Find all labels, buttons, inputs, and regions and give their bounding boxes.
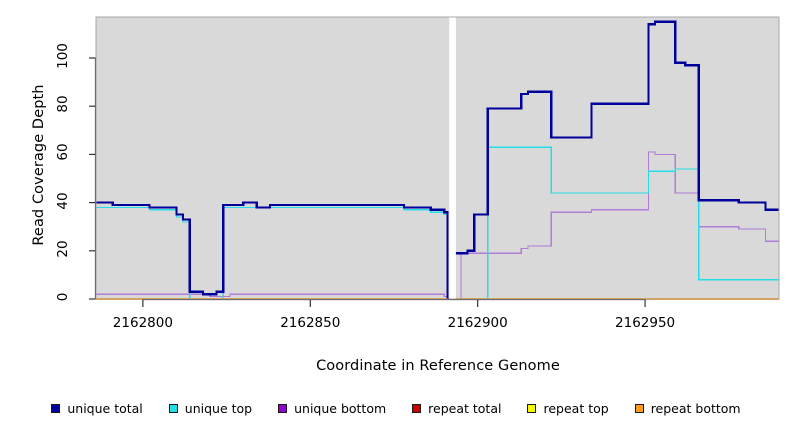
legend-entry-repeat-top[interactable]: repeat top — [527, 400, 609, 416]
legend-label: repeat top — [543, 400, 609, 416]
x-tick-label: 2162800 — [112, 315, 173, 331]
legend-entry-unique-top[interactable]: unique top — [168, 400, 253, 416]
legend-entry-repeat-total[interactable]: repeat total — [412, 401, 501, 416]
plot-background — [96, 17, 779, 299]
legend-entry-unique-bottom[interactable]: unique bottom — [278, 401, 386, 416]
legend-label: repeat bottom — [650, 400, 741, 416]
x-tick-label: 2162900 — [447, 315, 508, 331]
chart-legend: unique total unique top unique bottom repea… — [0, 396, 792, 420]
legend-swatch-icon — [634, 403, 644, 413]
legend-label: unique top — [184, 400, 253, 416]
legend-swatch-icon — [168, 403, 178, 413]
legend-entry-unique-total[interactable]: unique total — [51, 400, 143, 416]
legend-label: unique bottom — [294, 400, 387, 416]
plot-border — [95, 16, 780, 300]
x-axis-title: Coordinate in Reference Genome — [316, 358, 560, 374]
data-gap-region — [449, 17, 456, 299]
legend-label: repeat total — [428, 400, 502, 416]
legend-swatch-icon — [412, 403, 422, 413]
x-tick-label: 2162950 — [615, 315, 676, 331]
legend-swatch-icon — [51, 403, 61, 413]
legend-entry-repeat-bottom[interactable]: repeat bottom — [634, 400, 741, 416]
legend-swatch-icon — [527, 403, 537, 413]
legend-swatch-icon — [278, 403, 288, 413]
x-tick-label: 2162850 — [280, 315, 341, 331]
legend-label: unique total — [67, 400, 143, 416]
